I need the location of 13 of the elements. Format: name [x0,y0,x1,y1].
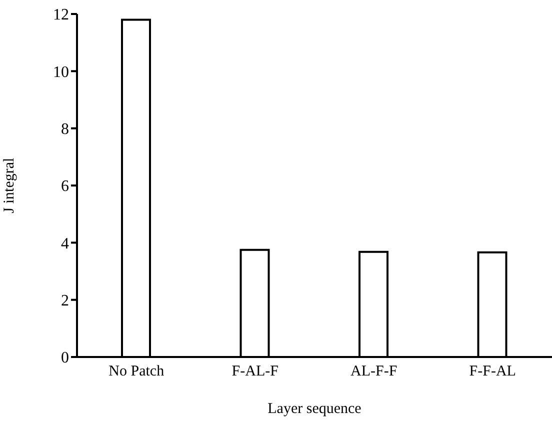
y-tick-label: 10 [53,64,69,81]
x-tick-label: No Patch [108,364,165,380]
x-tick-label: F-F-AL [469,364,516,380]
y-tick-label: 6 [61,178,69,196]
x-axis-title: Layer sequence [268,401,362,417]
x-tick-label: F-AL-F [232,364,278,380]
y-tick-label: 2 [61,292,69,310]
y-tick-label: 0 [61,350,69,367]
x-tick-label: AL-F-F [350,364,398,380]
y-tick-label: 8 [61,121,69,138]
y-tick-label: 12 [53,6,69,24]
y-tick-label: 4 [61,235,69,252]
y-axis-title: J integral [1,158,18,214]
